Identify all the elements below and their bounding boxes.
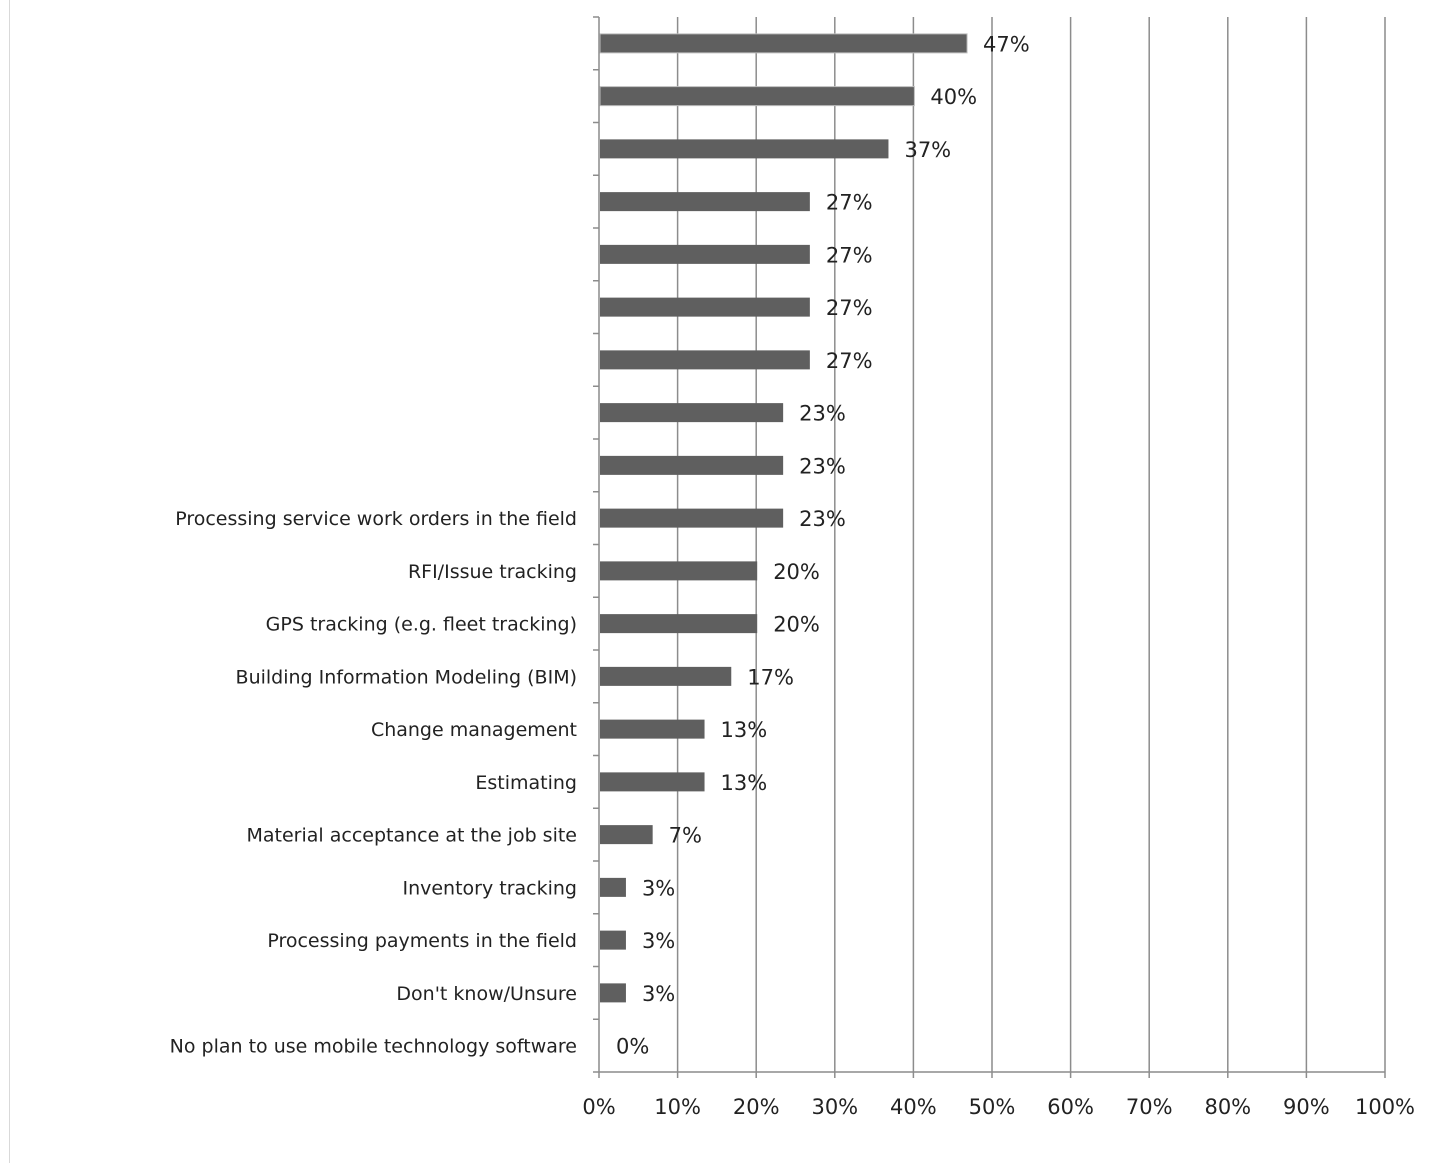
x-tick-label: 20% — [733, 1095, 780, 1119]
data-label: 20% — [773, 560, 820, 584]
data-label: 13% — [721, 718, 768, 742]
bar — [600, 877, 626, 897]
data-label: 27% — [826, 296, 873, 320]
bar — [600, 561, 758, 581]
category-label: Don't know/Unsure — [396, 983, 577, 1005]
bar — [600, 244, 810, 264]
category-label: GPS tracking (e.g. fleet tracking) — [266, 614, 577, 636]
data-label: 37% — [904, 138, 951, 162]
x-tick-label: 50% — [969, 1095, 1016, 1119]
data-label: 27% — [826, 191, 873, 215]
x-tick-label: 30% — [811, 1095, 858, 1119]
category-label: Processing service work orders in the fi… — [175, 508, 577, 530]
frame-left-border — [9, 0, 10, 1163]
data-label: 40% — [930, 85, 977, 109]
data-label: 7% — [669, 824, 702, 848]
x-tick-label: 60% — [1047, 1095, 1094, 1119]
data-label: 47% — [983, 32, 1030, 56]
x-tick-label: 0% — [582, 1095, 615, 1119]
bar — [600, 455, 784, 475]
category-label: Material acceptance at the job site — [247, 825, 578, 847]
category-label: Change management — [371, 719, 577, 741]
axes — [593, 16, 1386, 1078]
data-label: 20% — [773, 613, 820, 637]
data-label: 23% — [799, 402, 846, 426]
bar — [600, 666, 732, 686]
bar — [600, 614, 758, 634]
category-label: RFI/Issue tracking — [408, 561, 577, 583]
bar — [600, 139, 889, 159]
bar — [600, 772, 705, 792]
x-tick-label: 40% — [890, 1095, 937, 1119]
x-tick-label: 10% — [654, 1095, 701, 1119]
category-label: Inventory tracking — [402, 877, 577, 899]
data-label: 27% — [826, 349, 873, 373]
category-label: Building Information Modeling (BIM) — [236, 666, 577, 688]
bar — [600, 983, 626, 1003]
data-label: 23% — [799, 507, 846, 531]
bar — [599, 86, 915, 107]
data-label: 13% — [721, 771, 768, 795]
data-label: 17% — [747, 665, 794, 689]
data-label: 3% — [642, 982, 675, 1006]
bars — [599, 33, 968, 1003]
data-label: 27% — [826, 243, 873, 267]
bar — [600, 297, 810, 317]
bar — [599, 33, 968, 54]
bar — [600, 508, 784, 528]
x-tick-label: 100% — [1355, 1095, 1415, 1119]
labels: 0% 10% 20% 30% 40% 50% 60% 70% 80% 90% 100% 47% 40% 3… — [170, 32, 1415, 1119]
bar — [600, 350, 810, 370]
data-label: 3% — [642, 929, 675, 953]
x-tick-label: 80% — [1204, 1095, 1251, 1119]
bar — [600, 719, 705, 739]
bar — [600, 930, 626, 950]
category-label: Processing payments in the field — [267, 930, 577, 952]
data-label: 3% — [642, 876, 675, 900]
category-label: No plan to use mobile technology softwar… — [170, 1036, 577, 1058]
bar — [600, 825, 653, 845]
x-tick-label: 70% — [1126, 1095, 1173, 1119]
data-label: 0% — [616, 1035, 649, 1059]
gridlines — [676, 17, 1386, 1072]
data-label: 23% — [799, 454, 846, 478]
bar — [600, 403, 784, 423]
bar — [600, 192, 810, 212]
x-tick-label: 90% — [1283, 1095, 1330, 1119]
category-label: Estimating — [475, 772, 577, 794]
